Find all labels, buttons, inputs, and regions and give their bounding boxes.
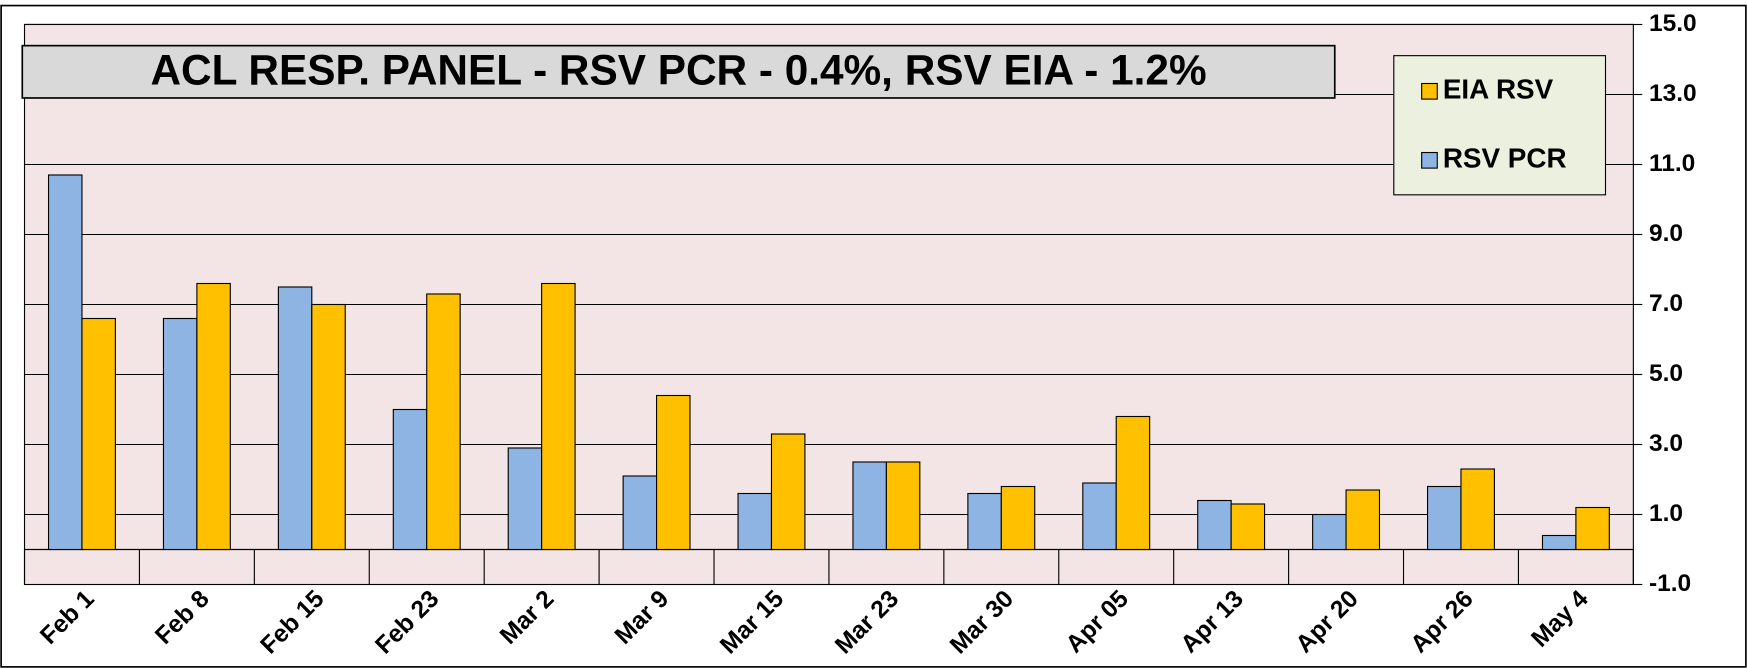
bars bbox=[47, 174, 1610, 551]
y-tick-label: 15.0 bbox=[1649, 10, 1697, 37]
bar bbox=[967, 492, 1002, 551]
bar bbox=[1426, 485, 1462, 551]
bar bbox=[885, 461, 921, 551]
bar bbox=[1575, 506, 1610, 551]
bar bbox=[622, 475, 658, 551]
bar bbox=[1115, 415, 1151, 551]
legend-label: EIA RSV bbox=[1443, 74, 1554, 105]
legend bbox=[1393, 55, 1607, 196]
y-tick-label: 1.0 bbox=[1649, 500, 1683, 527]
bar bbox=[277, 286, 313, 551]
legend-swatch bbox=[1421, 151, 1438, 169]
bar bbox=[47, 174, 83, 551]
bar bbox=[1000, 485, 1036, 551]
bar bbox=[81, 317, 116, 551]
bar bbox=[852, 461, 887, 551]
bar bbox=[1541, 534, 1577, 551]
legend-items: EIA RSV RSV PCR bbox=[1421, 74, 1567, 174]
y-tick-label: 11.0 bbox=[1649, 150, 1695, 177]
y-tick-label: 5.0 bbox=[1649, 360, 1683, 387]
legend-swatch bbox=[1421, 82, 1438, 100]
bar bbox=[507, 447, 543, 551]
y-tick-label: 3.0 bbox=[1649, 430, 1683, 457]
bar bbox=[1312, 513, 1347, 551]
bar bbox=[162, 317, 198, 551]
y-tick-label: 7.0 bbox=[1649, 290, 1683, 317]
y-tick-label: 13.0 bbox=[1649, 80, 1697, 107]
chart-title: ACL RESP. PANEL - RSV PCR - 0.4%, RSV EI… bbox=[150, 47, 1206, 94]
bar bbox=[196, 282, 231, 551]
bar bbox=[1345, 489, 1381, 551]
y-tick-label: 9.0 bbox=[1649, 220, 1683, 247]
legend-label: RSV PCR bbox=[1443, 143, 1567, 174]
bar bbox=[1230, 503, 1266, 551]
bar bbox=[656, 394, 691, 551]
bar bbox=[392, 408, 428, 551]
bar bbox=[737, 492, 773, 551]
bar bbox=[1082, 482, 1117, 551]
bar bbox=[426, 293, 461, 551]
bar bbox=[311, 303, 346, 551]
y-tick-label: -1.0 bbox=[1649, 570, 1691, 597]
bar bbox=[770, 433, 806, 551]
bar bbox=[1197, 499, 1232, 551]
title-box bbox=[21, 44, 1336, 99]
bar bbox=[541, 282, 576, 551]
bar bbox=[1460, 468, 1495, 551]
